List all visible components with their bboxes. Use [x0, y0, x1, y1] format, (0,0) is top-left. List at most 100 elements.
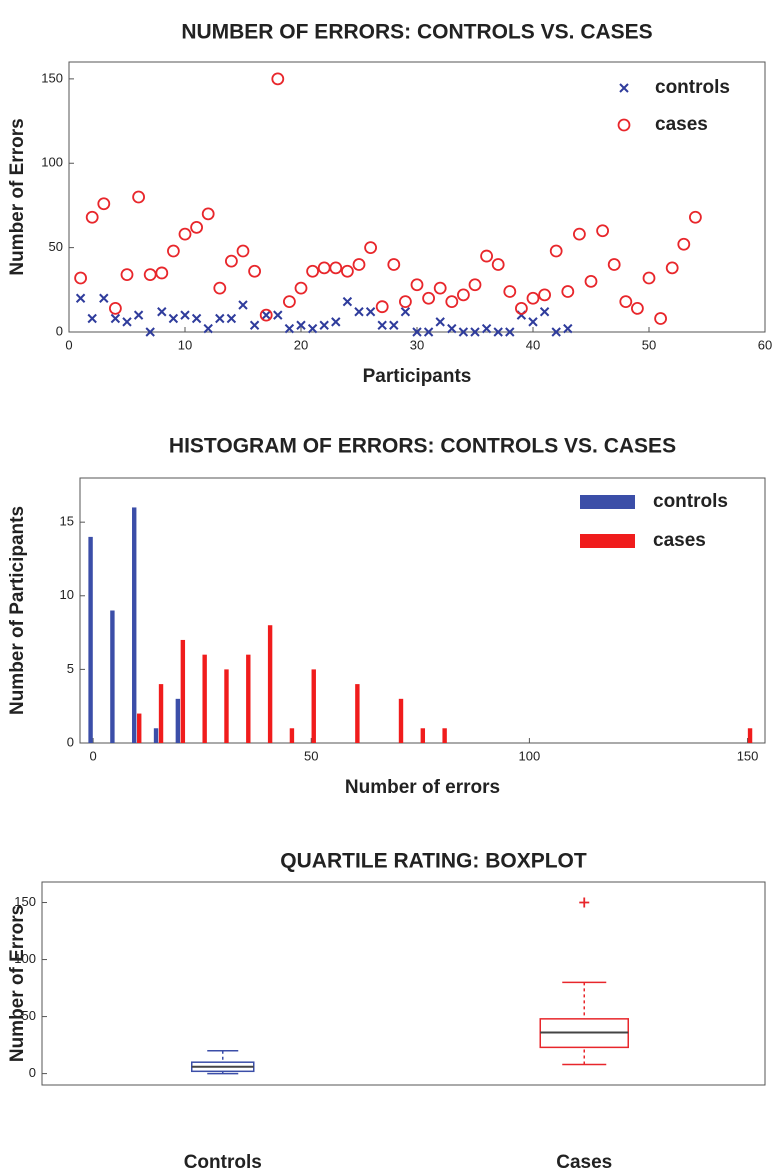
bar — [137, 713, 142, 743]
point — [677, 237, 691, 251]
point — [689, 210, 702, 224]
point — [261, 310, 271, 320]
point — [549, 244, 563, 258]
point — [284, 323, 295, 334]
point — [180, 310, 190, 320]
point — [191, 313, 202, 324]
point — [573, 227, 586, 241]
point — [596, 224, 609, 238]
legend-label: cases — [655, 114, 708, 135]
bar — [153, 728, 159, 743]
bar — [420, 728, 426, 743]
point — [120, 268, 134, 282]
point — [665, 261, 679, 275]
point — [435, 317, 445, 327]
point — [423, 327, 434, 337]
bar — [442, 728, 447, 743]
point — [481, 323, 492, 334]
legend-swatch — [580, 495, 635, 509]
point — [85, 210, 99, 224]
point — [563, 323, 573, 334]
chart-title: QUARTILE RATING: BOXPLOT — [280, 850, 587, 873]
point — [364, 241, 378, 255]
y-axis-label: Number of Participants — [7, 506, 28, 715]
point — [551, 327, 561, 337]
point — [458, 327, 469, 337]
point — [166, 244, 180, 258]
bar — [355, 684, 360, 743]
y-tick-label: 5 — [67, 661, 74, 676]
point — [491, 258, 505, 271]
bar — [311, 669, 316, 743]
point — [133, 310, 144, 320]
y-tick-label: 0 — [67, 734, 74, 749]
point — [143, 268, 157, 282]
bar — [180, 639, 186, 743]
point — [331, 317, 341, 327]
outlier — [579, 897, 590, 908]
x-tick-label: 40 — [526, 337, 540, 352]
x-tick-label: Controls — [184, 1152, 262, 1173]
y-tick-label: 150 — [41, 70, 63, 85]
x-tick-label: 10 — [178, 337, 192, 352]
point — [282, 295, 296, 309]
point — [515, 301, 528, 315]
point — [296, 320, 306, 330]
chart-title: NUMBER OF ERRORS: CONTROLS VS. CASES — [181, 21, 652, 44]
y-tick-label: 15 — [60, 514, 74, 529]
point — [294, 281, 308, 295]
y-tick-label: 50 — [49, 239, 63, 254]
x-tick-label: 60 — [758, 337, 772, 352]
bar — [289, 728, 295, 743]
point — [168, 313, 179, 324]
bar — [110, 610, 115, 743]
point — [526, 291, 540, 305]
point — [190, 220, 204, 234]
point — [109, 301, 122, 315]
point — [528, 317, 538, 327]
x-tick-label: 20 — [294, 337, 308, 352]
y-tick-label: 0 — [56, 323, 63, 338]
point — [631, 301, 644, 315]
legend-label: cases — [653, 530, 706, 551]
point — [389, 320, 399, 330]
x-axis-label: Participants — [363, 366, 472, 387]
point — [584, 274, 598, 288]
point — [178, 227, 192, 241]
x-tick-label: 0 — [89, 748, 96, 763]
legend-marker — [619, 83, 629, 93]
point — [201, 207, 215, 221]
point — [249, 320, 260, 330]
point — [352, 258, 366, 271]
point — [122, 317, 132, 327]
bar — [158, 684, 164, 743]
y-tick-label: 100 — [41, 155, 63, 170]
point — [619, 295, 633, 309]
point — [538, 288, 551, 302]
point — [398, 295, 412, 309]
point — [422, 291, 436, 305]
point — [400, 307, 411, 317]
point — [365, 307, 376, 317]
point — [354, 307, 364, 317]
point — [226, 313, 237, 324]
point — [342, 296, 353, 307]
point — [433, 281, 447, 295]
point — [110, 313, 121, 324]
point — [145, 327, 155, 337]
point — [377, 320, 387, 330]
bar — [747, 728, 753, 743]
point — [248, 264, 262, 278]
point — [642, 271, 656, 285]
point — [132, 190, 146, 204]
point — [155, 266, 169, 280]
y-tick-label: 100 — [14, 951, 36, 966]
x-tick-label: 50 — [304, 748, 318, 763]
point — [75, 293, 86, 303]
bar — [175, 698, 181, 743]
point — [271, 72, 285, 86]
point — [445, 295, 459, 309]
legend-label: controls — [655, 77, 730, 98]
bar — [202, 654, 207, 743]
